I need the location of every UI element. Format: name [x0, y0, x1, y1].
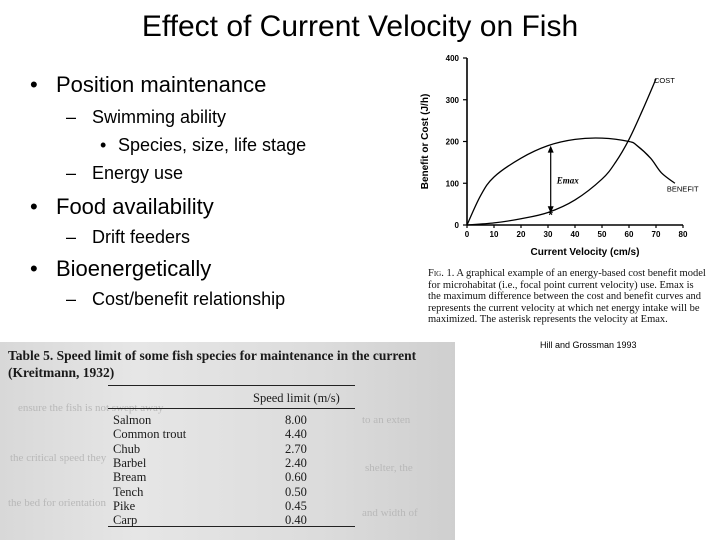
bullet-text: Food availability — [56, 194, 214, 219]
dash-mark: – — [66, 107, 77, 127]
table-title: Table 5. Speed limit of some fish specie… — [8, 348, 417, 380]
species-cell: Tench — [113, 484, 144, 499]
citation: Hill and Grossman 1993 — [540, 340, 637, 350]
sub-bullet-energy-use: – Energy use — [66, 163, 183, 184]
emax-arrow-head-down — [547, 206, 554, 214]
series-line-cost — [466, 78, 657, 226]
x-tick-label: 0 — [465, 230, 470, 239]
species-cell: Barbel — [113, 455, 147, 470]
bullet-food-availability: • Food availability — [30, 194, 214, 220]
bullet-position-maintenance: • Position maintenance — [30, 72, 266, 98]
dash-mark: – — [66, 163, 77, 183]
emax-arrow-head-up — [547, 145, 554, 153]
cost-benefit-chart: 0 100 200 300 400 0 10 20 30 40 50 60 70 80 Current Ve… — [420, 54, 699, 258]
x-tick-label: 40 — [571, 230, 580, 239]
bullet-text: Drift feeders — [92, 227, 191, 247]
speed-cell: 0.60 — [285, 470, 307, 485]
bullet-mark: • — [100, 135, 107, 155]
table-header: Speed limit (m/s) — [253, 391, 340, 405]
bullet-text: Species, size, life stage — [118, 135, 307, 155]
table-row: Chub 2.70 — [113, 442, 353, 456]
table-rule-header — [108, 408, 355, 409]
species-cell: Salmon — [113, 413, 152, 427]
speed-cell: 2.70 — [285, 441, 307, 456]
bullet-text: Cost/benefit relationship — [92, 289, 286, 309]
series-line-benefit — [466, 137, 676, 226]
species-cell: Common trout — [113, 427, 187, 442]
x-tick-label: 30 — [544, 230, 553, 239]
table-row: Common trout 4.40 — [113, 427, 353, 441]
y-tick-label: 400 — [446, 54, 460, 63]
sub-bullet-drift-feeders: – Drift feeders — [66, 227, 190, 248]
speed-cell: 0.40 — [285, 513, 307, 528]
y-tick-label: 200 — [446, 138, 460, 147]
x-axis-label: Current Velocity (cm/s) — [531, 247, 640, 258]
x-tick-label: 20 — [517, 230, 526, 239]
ghost-text: shelter, the — [365, 462, 413, 474]
bullet-mark: • — [30, 256, 38, 281]
chart-series: COST BENEFIT — [466, 76, 699, 226]
bullet-text: Bioenergetically — [56, 256, 212, 281]
chart-annotations: Emax * — [547, 145, 580, 222]
sub-bullet-cost-benefit: – Cost/benefit relationship — [66, 289, 285, 310]
y-axis-label: Benefit or Cost (J/h) — [420, 94, 431, 190]
table-rule-bottom — [108, 526, 355, 527]
asterisk-marker: * — [549, 210, 554, 222]
speed-cell: 0.45 — [285, 498, 307, 513]
bullet-text: Swimming ability — [92, 107, 227, 127]
table-row: Barbel 2.40 — [113, 456, 353, 470]
bullet-text: Energy use — [92, 163, 184, 183]
y-tick-label: 0 — [455, 221, 460, 230]
ghost-text: the bed for orientation — [8, 497, 107, 509]
speed-cell: 0.50 — [285, 484, 307, 499]
ghost-text: to an exten — [362, 414, 411, 426]
figure-caption-text: A graphical example of an energy-based c… — [428, 268, 706, 325]
ghost-text: the critical speed they — [10, 452, 107, 464]
species-cell: Bream — [113, 470, 147, 485]
figure-label: Fig. 1. — [428, 268, 455, 279]
x-tick-label: 10 — [490, 230, 499, 239]
sub-bullet-swimming-ability: – Swimming ability — [66, 107, 226, 128]
speed-cell: 8.00 — [285, 413, 307, 427]
y-tick-label: 100 — [446, 179, 460, 188]
x-tick-label: 70 — [652, 230, 661, 239]
bullet-mark: • — [30, 194, 38, 219]
figure-caption: Fig. 1. A graphical example of an energy… — [428, 268, 708, 326]
table-row: Tench 0.50 — [113, 485, 353, 499]
table-row: Bream 0.60 — [113, 470, 353, 484]
bullet-text: Position maintenance — [56, 72, 267, 97]
bullet-bioenergetically: • Bioenergetically — [30, 256, 211, 282]
table-row: Carp 0.40 — [113, 513, 353, 527]
y-tick-label: 300 — [446, 96, 460, 105]
species-cell: Chub — [113, 441, 141, 456]
bullet-mark: • — [30, 72, 38, 97]
chart-axes: 0 100 200 300 400 0 10 20 30 40 50 60 70 80 Current Ve… — [420, 54, 688, 258]
ghost-text: ensure the fish is not swept away — [18, 402, 164, 414]
dash-mark: – — [66, 227, 77, 247]
speed-cell: 4.40 — [285, 427, 307, 442]
species-cell: Carp — [113, 513, 138, 528]
sub-sub-bullet-species: • Species, size, life stage — [100, 135, 306, 156]
series-label-cost: COST — [654, 76, 675, 85]
ghost-text: and width of — [362, 507, 418, 519]
x-tick-label: 60 — [625, 230, 634, 239]
table-rule-top — [108, 385, 355, 386]
series-label-benefit: BENEFIT — [667, 184, 699, 193]
species-cell: Pike — [113, 498, 136, 513]
emax-label: Emax — [556, 175, 580, 185]
slide-title: Effect of Current Velocity on Fish — [141, 10, 579, 43]
x-tick-label: 80 — [679, 230, 688, 239]
x-tick-label: 50 — [598, 230, 607, 239]
table-row: Salmon 8.00 — [113, 413, 353, 427]
speed-cell: 2.40 — [285, 455, 307, 470]
scanned-table-image: ensure the fish is not swept away the cr… — [0, 342, 455, 540]
table-row: Pike 0.45 — [113, 499, 353, 513]
dash-mark: – — [66, 289, 77, 309]
